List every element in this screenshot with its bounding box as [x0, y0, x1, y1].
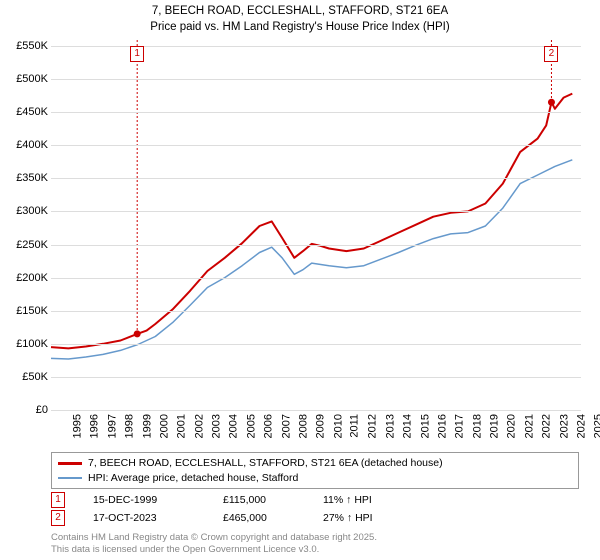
- x-axis-label: 2018: [471, 414, 483, 438]
- x-axis-label: 2004: [228, 414, 240, 438]
- x-axis-label: 2000: [158, 414, 170, 438]
- x-axis-label: 2017: [454, 414, 466, 438]
- x-axis-label: 1997: [106, 414, 118, 438]
- x-axis-label: 2007: [280, 414, 292, 438]
- copyright: Contains HM Land Registry data © Crown c…: [51, 532, 377, 556]
- chart-title: 7, BEECH ROAD, ECCLESHALL, STAFFORD, ST2…: [0, 0, 600, 35]
- y-axis-label: £300K: [4, 205, 48, 217]
- y-axis-label: £450K: [4, 106, 48, 118]
- legend-row-1: 7, BEECH ROAD, ECCLESHALL, STAFFORD, ST2…: [58, 456, 572, 471]
- title-line1: 7, BEECH ROAD, ECCLESHALL, STAFFORD, ST2…: [0, 4, 600, 20]
- x-axis-label: 2013: [384, 414, 396, 438]
- x-axis-label: 2023: [558, 414, 570, 438]
- x-axis-label: 2022: [541, 414, 553, 438]
- grid-line: [51, 410, 581, 411]
- plot-area: 12: [51, 40, 581, 410]
- legend-row-2: HPI: Average price, detached house, Staf…: [58, 471, 572, 486]
- x-axis-label: 2010: [332, 414, 344, 438]
- footer-price-2: £465,000: [223, 512, 323, 524]
- x-axis-label: 2019: [489, 414, 501, 438]
- x-axis-label: 2008: [297, 414, 309, 438]
- x-axis-label: 2021: [523, 414, 535, 438]
- legend-label-2: HPI: Average price, detached house, Staf…: [88, 471, 298, 486]
- y-axis-label: £350K: [4, 172, 48, 184]
- x-axis-label: 2005: [245, 414, 257, 438]
- x-axis-label: 2012: [367, 414, 379, 438]
- copyright-line1: Contains HM Land Registry data © Crown c…: [51, 532, 377, 544]
- x-axis-label: 2011: [349, 414, 361, 438]
- y-axis-label: £400K: [4, 139, 48, 151]
- footer-marker-1: 1: [51, 492, 65, 508]
- x-axis-label: 2003: [211, 414, 223, 438]
- grid-line: [51, 211, 581, 212]
- x-axis-label: 2016: [436, 414, 448, 438]
- chart-marker-2: 2: [544, 46, 558, 62]
- x-axis-label: 1998: [124, 414, 136, 438]
- y-axis-label: £0: [4, 404, 48, 416]
- grid-line: [51, 178, 581, 179]
- y-axis-label: £200K: [4, 272, 48, 284]
- grid-line: [51, 145, 581, 146]
- grid-line: [51, 245, 581, 246]
- grid-line: [51, 278, 581, 279]
- y-axis-label: £250K: [4, 239, 48, 251]
- footer-price-1: £115,000: [223, 494, 323, 506]
- grid-line: [51, 79, 581, 80]
- footer-row-2: 2 17-OCT-2023 £465,000 27% ↑ HPI: [51, 509, 579, 527]
- footer-row-1: 1 15-DEC-1999 £115,000 11% ↑ HPI: [51, 491, 579, 509]
- x-axis-label: 1999: [141, 414, 153, 438]
- chart-svg: [51, 40, 581, 410]
- y-axis-label: £550K: [4, 40, 48, 52]
- grid-line: [51, 311, 581, 312]
- footer-marker-2: 2: [51, 510, 65, 526]
- chart-marker-1: 1: [130, 46, 144, 62]
- footer-date-1: 15-DEC-1999: [93, 494, 223, 506]
- footer-date-2: 17-OCT-2023: [93, 512, 223, 524]
- title-line2: Price paid vs. HM Land Registry's House …: [0, 20, 600, 36]
- x-axis-label: 2020: [506, 414, 518, 438]
- y-axis-label: £150K: [4, 305, 48, 317]
- footer-pct-2: 27% ↑ HPI: [323, 512, 443, 524]
- y-axis-label: £500K: [4, 73, 48, 85]
- x-axis-label: 2014: [402, 414, 414, 438]
- grid-line: [51, 112, 581, 113]
- grid-line: [51, 344, 581, 345]
- legend-label-1: 7, BEECH ROAD, ECCLESHALL, STAFFORD, ST2…: [88, 456, 443, 471]
- footer-rows: 1 15-DEC-1999 £115,000 11% ↑ HPI 2 17-OC…: [51, 491, 579, 527]
- x-axis-label: 2015: [419, 414, 431, 438]
- legend-swatch-2: [58, 477, 82, 479]
- chart-container: 7, BEECH ROAD, ECCLESHALL, STAFFORD, ST2…: [0, 0, 600, 560]
- footer-pct-1: 11% ↑ HPI: [323, 494, 443, 506]
- x-axis-label: 2024: [575, 414, 587, 438]
- x-axis-label: 2001: [176, 414, 188, 438]
- grid-line: [51, 377, 581, 378]
- x-axis-label: 2025: [593, 414, 600, 438]
- x-axis-label: 2002: [193, 414, 205, 438]
- x-axis-label: 1996: [89, 414, 101, 438]
- y-axis-label: £100K: [4, 338, 48, 350]
- x-axis-label: 2009: [315, 414, 327, 438]
- copyright-line2: This data is licensed under the Open Gov…: [51, 544, 377, 556]
- legend-swatch-1: [58, 462, 82, 465]
- x-axis-label: 2006: [263, 414, 275, 438]
- x-axis-label: 1995: [71, 414, 83, 438]
- legend-box: 7, BEECH ROAD, ECCLESHALL, STAFFORD, ST2…: [51, 452, 579, 489]
- y-axis-label: £50K: [4, 371, 48, 383]
